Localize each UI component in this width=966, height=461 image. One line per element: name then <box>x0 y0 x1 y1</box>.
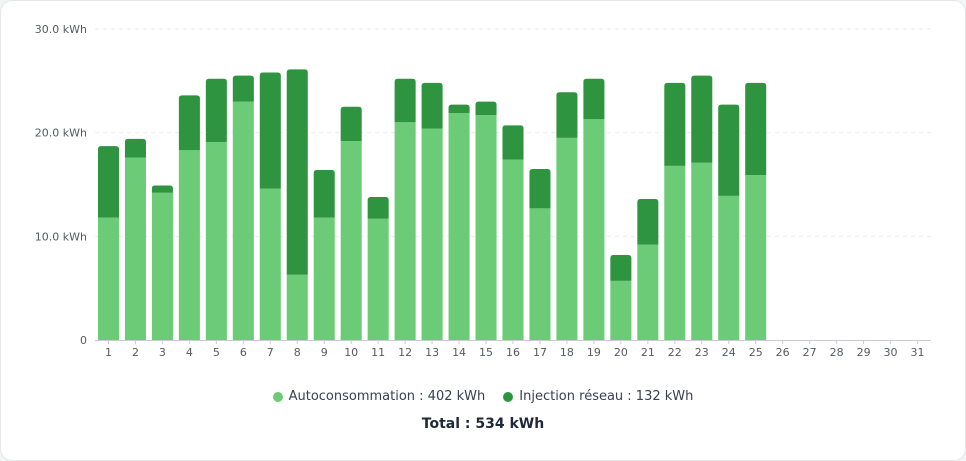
bar-injection-day-3[interactable] <box>151 185 173 193</box>
bar-injection-day-10[interactable] <box>340 106 362 141</box>
bar-autoconsommation-day-10[interactable] <box>340 140 362 340</box>
bar-injection-day-5[interactable] <box>205 78 227 142</box>
x-tick-label: 26 <box>776 346 790 359</box>
x-tick-label: 10 <box>344 346 358 359</box>
x-tick-label: 12 <box>398 346 412 359</box>
x-tick-label: 5 <box>213 346 220 359</box>
bar-injection-day-13[interactable] <box>421 82 443 129</box>
chart-legend: Autoconsommation : 402 kWh Injection rés… <box>0 389 966 404</box>
bar-injection-day-23[interactable] <box>691 75 713 163</box>
x-tick-label: 31 <box>911 346 925 359</box>
bar-autoconsommation-day-23[interactable] <box>691 162 713 340</box>
bar-injection-day-12[interactable] <box>394 78 416 123</box>
bar-autoconsommation-day-22[interactable] <box>664 165 686 340</box>
bar-injection-day-4[interactable] <box>178 95 200 151</box>
legend-label-autoconsommation: Autoconsommation : 402 kWh <box>288 389 486 404</box>
bar-injection-day-15[interactable] <box>475 101 497 116</box>
x-tick-label: 20 <box>614 346 628 359</box>
total-label: Total : 534 kWh <box>421 416 545 432</box>
bar-autoconsommation-day-15[interactable] <box>475 115 497 340</box>
x-tick-label: 27 <box>803 346 817 359</box>
bar-autoconsommation-day-20[interactable] <box>610 280 632 340</box>
legend-item-injection[interactable]: Injection réseau : 132 kWh <box>503 389 693 404</box>
legend-label-injection: Injection réseau : 132 kWh <box>519 389 694 404</box>
bar-autoconsommation-day-19[interactable] <box>583 119 605 340</box>
bar-autoconsommation-day-8[interactable] <box>286 274 308 340</box>
legend-swatch-injection <box>503 391 514 402</box>
bar-injection-day-16[interactable] <box>502 125 524 160</box>
bar-injection-day-25[interactable] <box>745 82 767 176</box>
bar-injection-day-14[interactable] <box>448 104 470 113</box>
x-tick-label: 1 <box>105 346 112 359</box>
legend-item-autoconsommation[interactable]: Autoconsommation : 402 kWh <box>272 389 486 404</box>
x-tick-label: 29 <box>857 346 871 359</box>
y-tick-label: 30.0 kWh <box>35 23 87 36</box>
x-tick-label: 22 <box>668 346 682 359</box>
bar-autoconsommation-day-5[interactable] <box>205 141 227 340</box>
bar-autoconsommation-day-7[interactable] <box>259 188 281 340</box>
x-tick-label: 6 <box>240 346 247 359</box>
bar-autoconsommation-day-6[interactable] <box>232 101 254 340</box>
bar-autoconsommation-day-12[interactable] <box>394 122 416 340</box>
x-tick-label: 30 <box>884 346 898 359</box>
x-tick-label: 13 <box>425 346 439 359</box>
bar-injection-day-18[interactable] <box>556 92 578 138</box>
x-tick-label: 18 <box>560 346 574 359</box>
bars <box>97 69 767 340</box>
bar-injection-day-24[interactable] <box>718 104 740 196</box>
bar-autoconsommation-day-13[interactable] <box>421 128 443 340</box>
x-tick-label: 21 <box>641 346 655 359</box>
x-tick-label: 28 <box>830 346 844 359</box>
x-tick-label: 3 <box>159 346 166 359</box>
bar-autoconsommation-day-3[interactable] <box>151 192 173 340</box>
bar-injection-day-2[interactable] <box>124 138 146 158</box>
bar-injection-day-7[interactable] <box>259 72 281 189</box>
x-tick-label: 11 <box>371 346 385 359</box>
bar-autoconsommation-day-21[interactable] <box>637 244 659 340</box>
x-tick-label: 9 <box>321 346 328 359</box>
bar-autoconsommation-day-4[interactable] <box>178 150 200 340</box>
x-tick-label: 15 <box>479 346 493 359</box>
bar-autoconsommation-day-2[interactable] <box>124 157 146 340</box>
bar-injection-day-21[interactable] <box>637 199 659 245</box>
bar-injection-day-9[interactable] <box>313 169 335 218</box>
x-tick-label: 17 <box>533 346 547 359</box>
bar-injection-day-20[interactable] <box>610 254 632 281</box>
bar-autoconsommation-day-1[interactable] <box>97 217 120 340</box>
x-tick-label: 16 <box>506 346 520 359</box>
legend-swatch-autoconsommation <box>272 391 283 402</box>
bar-injection-day-22[interactable] <box>664 82 686 166</box>
bar-injection-day-17[interactable] <box>529 168 551 209</box>
bar-autoconsommation-day-24[interactable] <box>718 195 740 340</box>
x-tick-label: 19 <box>587 346 601 359</box>
y-tick-label: 20.0 kWh <box>35 127 87 140</box>
bar-autoconsommation-day-18[interactable] <box>556 137 578 340</box>
bar-autoconsommation-day-11[interactable] <box>367 218 389 340</box>
bar-autoconsommation-day-25[interactable] <box>745 175 767 340</box>
bar-injection-day-11[interactable] <box>367 196 389 219</box>
bar-injection-day-1[interactable] <box>97 146 120 218</box>
x-tick-label: 24 <box>722 346 736 359</box>
x-tick-label: 2 <box>132 346 139 359</box>
x-tick-label: 23 <box>695 346 709 359</box>
x-tick-label: 25 <box>749 346 763 359</box>
bar-injection-day-6[interactable] <box>232 75 254 102</box>
x-tick-label: 14 <box>452 346 466 359</box>
bar-autoconsommation-day-9[interactable] <box>313 217 335 340</box>
bar-autoconsommation-day-14[interactable] <box>448 112 470 340</box>
x-tick-label: 4 <box>186 346 193 359</box>
bar-autoconsommation-day-17[interactable] <box>529 208 551 340</box>
x-tick-label: 7 <box>267 346 274 359</box>
x-tick-label: 8 <box>294 346 301 359</box>
y-tick-label: 10.0 kWh <box>35 230 87 243</box>
bar-injection-day-19[interactable] <box>583 78 605 120</box>
bar-autoconsommation-day-16[interactable] <box>502 159 524 340</box>
bar-injection-day-8[interactable] <box>286 69 308 275</box>
y-tick-label: 0 <box>80 334 87 347</box>
